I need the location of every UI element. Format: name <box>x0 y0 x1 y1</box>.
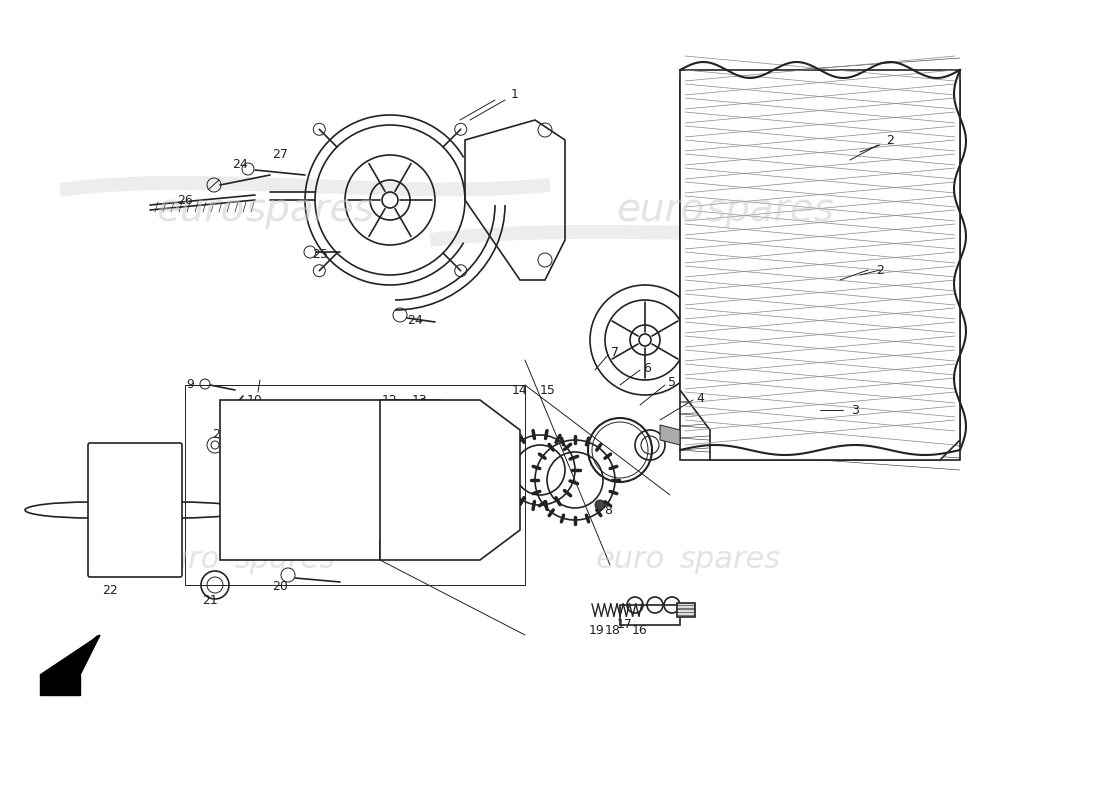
Text: 23: 23 <box>212 429 228 442</box>
Text: spares: spares <box>705 191 835 229</box>
Text: euro: euro <box>595 546 664 574</box>
Text: 27: 27 <box>272 149 288 162</box>
Polygon shape <box>40 635 100 675</box>
Text: 18: 18 <box>605 623 620 637</box>
FancyBboxPatch shape <box>88 443 182 577</box>
Polygon shape <box>379 400 520 560</box>
Text: 5: 5 <box>668 377 676 390</box>
Bar <box>680 80 960 460</box>
Text: spares: spares <box>234 546 336 574</box>
Text: euro: euro <box>156 191 244 229</box>
Text: 9: 9 <box>186 378 194 391</box>
Polygon shape <box>680 70 960 460</box>
Polygon shape <box>660 425 680 445</box>
Bar <box>185 385 525 585</box>
Text: 26: 26 <box>177 194 192 206</box>
Circle shape <box>595 500 605 510</box>
Bar <box>40 675 80 695</box>
Text: 16: 16 <box>632 623 648 637</box>
Text: 14: 14 <box>513 383 528 397</box>
Text: 15: 15 <box>540 383 556 397</box>
Text: 6: 6 <box>644 362 651 374</box>
Text: 19: 19 <box>590 623 605 637</box>
Text: 3: 3 <box>851 403 859 417</box>
Text: 2: 2 <box>887 134 894 146</box>
Text: spares: spares <box>245 191 374 229</box>
Text: 1: 1 <box>512 89 519 102</box>
Bar <box>676 603 695 617</box>
Text: euro: euro <box>616 191 704 229</box>
Polygon shape <box>220 400 440 560</box>
Text: 7: 7 <box>610 346 619 359</box>
Text: 24: 24 <box>407 314 422 326</box>
Text: 11: 11 <box>238 403 253 417</box>
Text: 13: 13 <box>412 394 428 406</box>
Text: 22: 22 <box>102 583 118 597</box>
Text: 20: 20 <box>272 581 288 594</box>
Text: 24: 24 <box>232 158 248 171</box>
Text: 4: 4 <box>696 391 704 405</box>
Text: 17: 17 <box>617 618 632 631</box>
Text: 8: 8 <box>604 503 612 517</box>
Text: euro: euro <box>151 546 220 574</box>
Text: 12: 12 <box>382 394 398 406</box>
Text: 2: 2 <box>876 263 884 277</box>
Text: spares: spares <box>680 546 781 574</box>
Text: 25: 25 <box>312 249 328 262</box>
Bar <box>620 605 680 625</box>
Text: 21: 21 <box>202 594 218 606</box>
Text: 10: 10 <box>248 394 263 406</box>
